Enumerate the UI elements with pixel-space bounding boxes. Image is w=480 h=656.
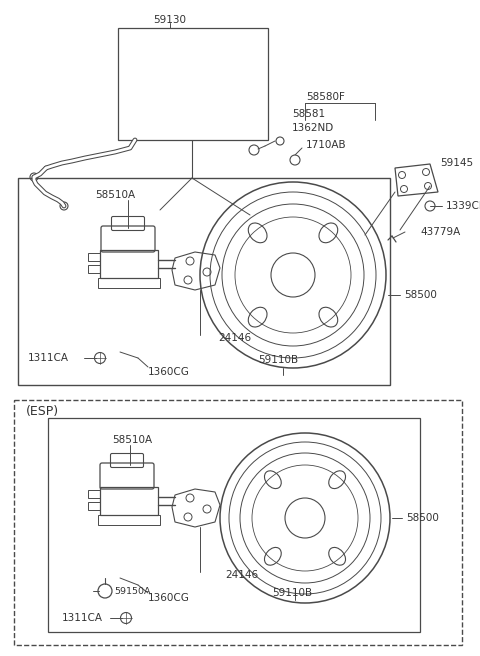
Bar xyxy=(100,487,158,515)
Bar xyxy=(98,278,160,288)
Bar xyxy=(98,515,160,525)
Bar xyxy=(18,178,390,385)
Bar xyxy=(88,502,100,510)
Text: 58581: 58581 xyxy=(292,109,325,119)
Text: 43779A: 43779A xyxy=(420,227,460,237)
Text: 1311CA: 1311CA xyxy=(28,353,69,363)
Bar xyxy=(14,400,462,645)
Text: 1339CD: 1339CD xyxy=(446,201,480,211)
Text: 58500: 58500 xyxy=(406,513,439,523)
Text: (ESP): (ESP) xyxy=(26,405,59,419)
Bar xyxy=(88,490,100,498)
Text: 58510A: 58510A xyxy=(95,190,135,200)
Bar xyxy=(100,250,158,278)
Text: 58500: 58500 xyxy=(404,290,437,300)
Text: 59110B: 59110B xyxy=(258,355,298,365)
Text: 58510A: 58510A xyxy=(112,435,152,445)
Bar xyxy=(88,265,100,273)
Text: 59145: 59145 xyxy=(440,158,473,168)
Text: 59110B: 59110B xyxy=(272,588,312,598)
Text: 1360CG: 1360CG xyxy=(148,593,190,603)
Text: 59130: 59130 xyxy=(154,15,187,25)
Text: 1360CG: 1360CG xyxy=(148,367,190,377)
Bar xyxy=(48,418,420,632)
Bar xyxy=(88,253,100,261)
Text: 59150A: 59150A xyxy=(114,586,151,596)
Text: 24146: 24146 xyxy=(218,333,251,343)
Text: 1710AB: 1710AB xyxy=(306,140,347,150)
Text: 1311CA: 1311CA xyxy=(62,613,103,623)
Text: 58580F: 58580F xyxy=(306,92,345,102)
Bar xyxy=(118,28,268,140)
Text: 24146: 24146 xyxy=(225,570,258,580)
Text: 1362ND: 1362ND xyxy=(292,123,334,133)
